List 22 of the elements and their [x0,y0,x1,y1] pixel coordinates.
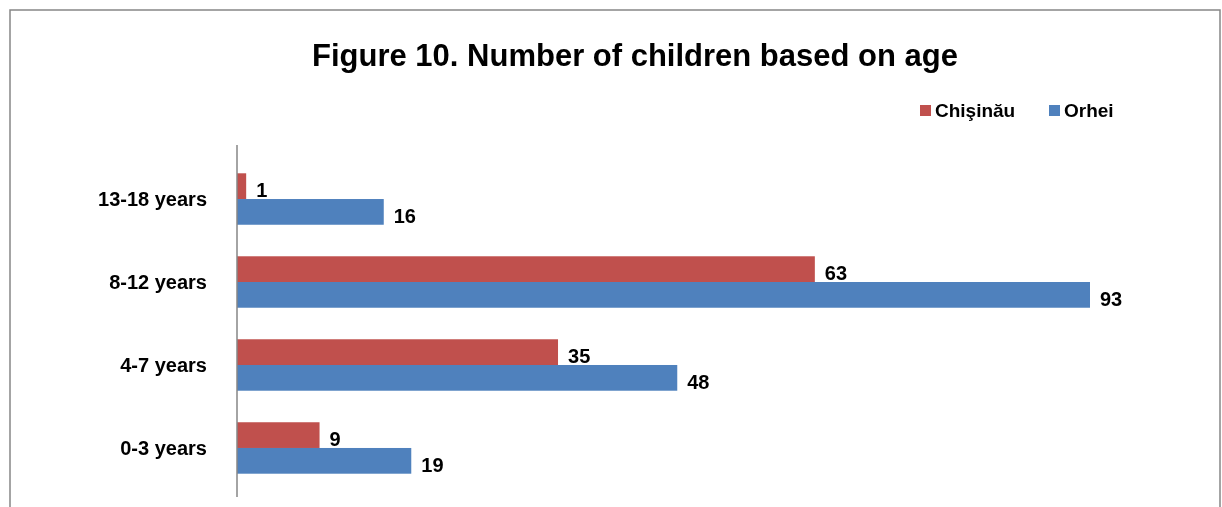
bar [237,339,559,365]
data-label: 9 [329,428,341,451]
data-label: 16 [393,204,416,227]
y-tick-label: 13-18 years [98,188,207,211]
bar [237,422,320,448]
chart-title: Figure 10. Number of children based on age [312,38,958,73]
bar [237,282,1090,308]
data-label: 19 [421,453,444,476]
data-label: 35 [568,345,591,368]
legend-label: Orhei [1064,100,1114,121]
data-label: 93 [1100,287,1123,310]
data-label: 63 [824,262,848,285]
bar [237,256,815,283]
bar [237,364,678,391]
y-tick-label: 4-7 years [120,353,207,376]
y-tick-label: 8-12 years [109,271,207,294]
legend-label: Chişinău [935,100,1016,121]
data-label: 1 [256,179,268,202]
data-label: 48 [687,370,710,393]
y-tick-label: 0-3 years [120,436,207,459]
bar [237,199,384,225]
bar [237,447,412,474]
